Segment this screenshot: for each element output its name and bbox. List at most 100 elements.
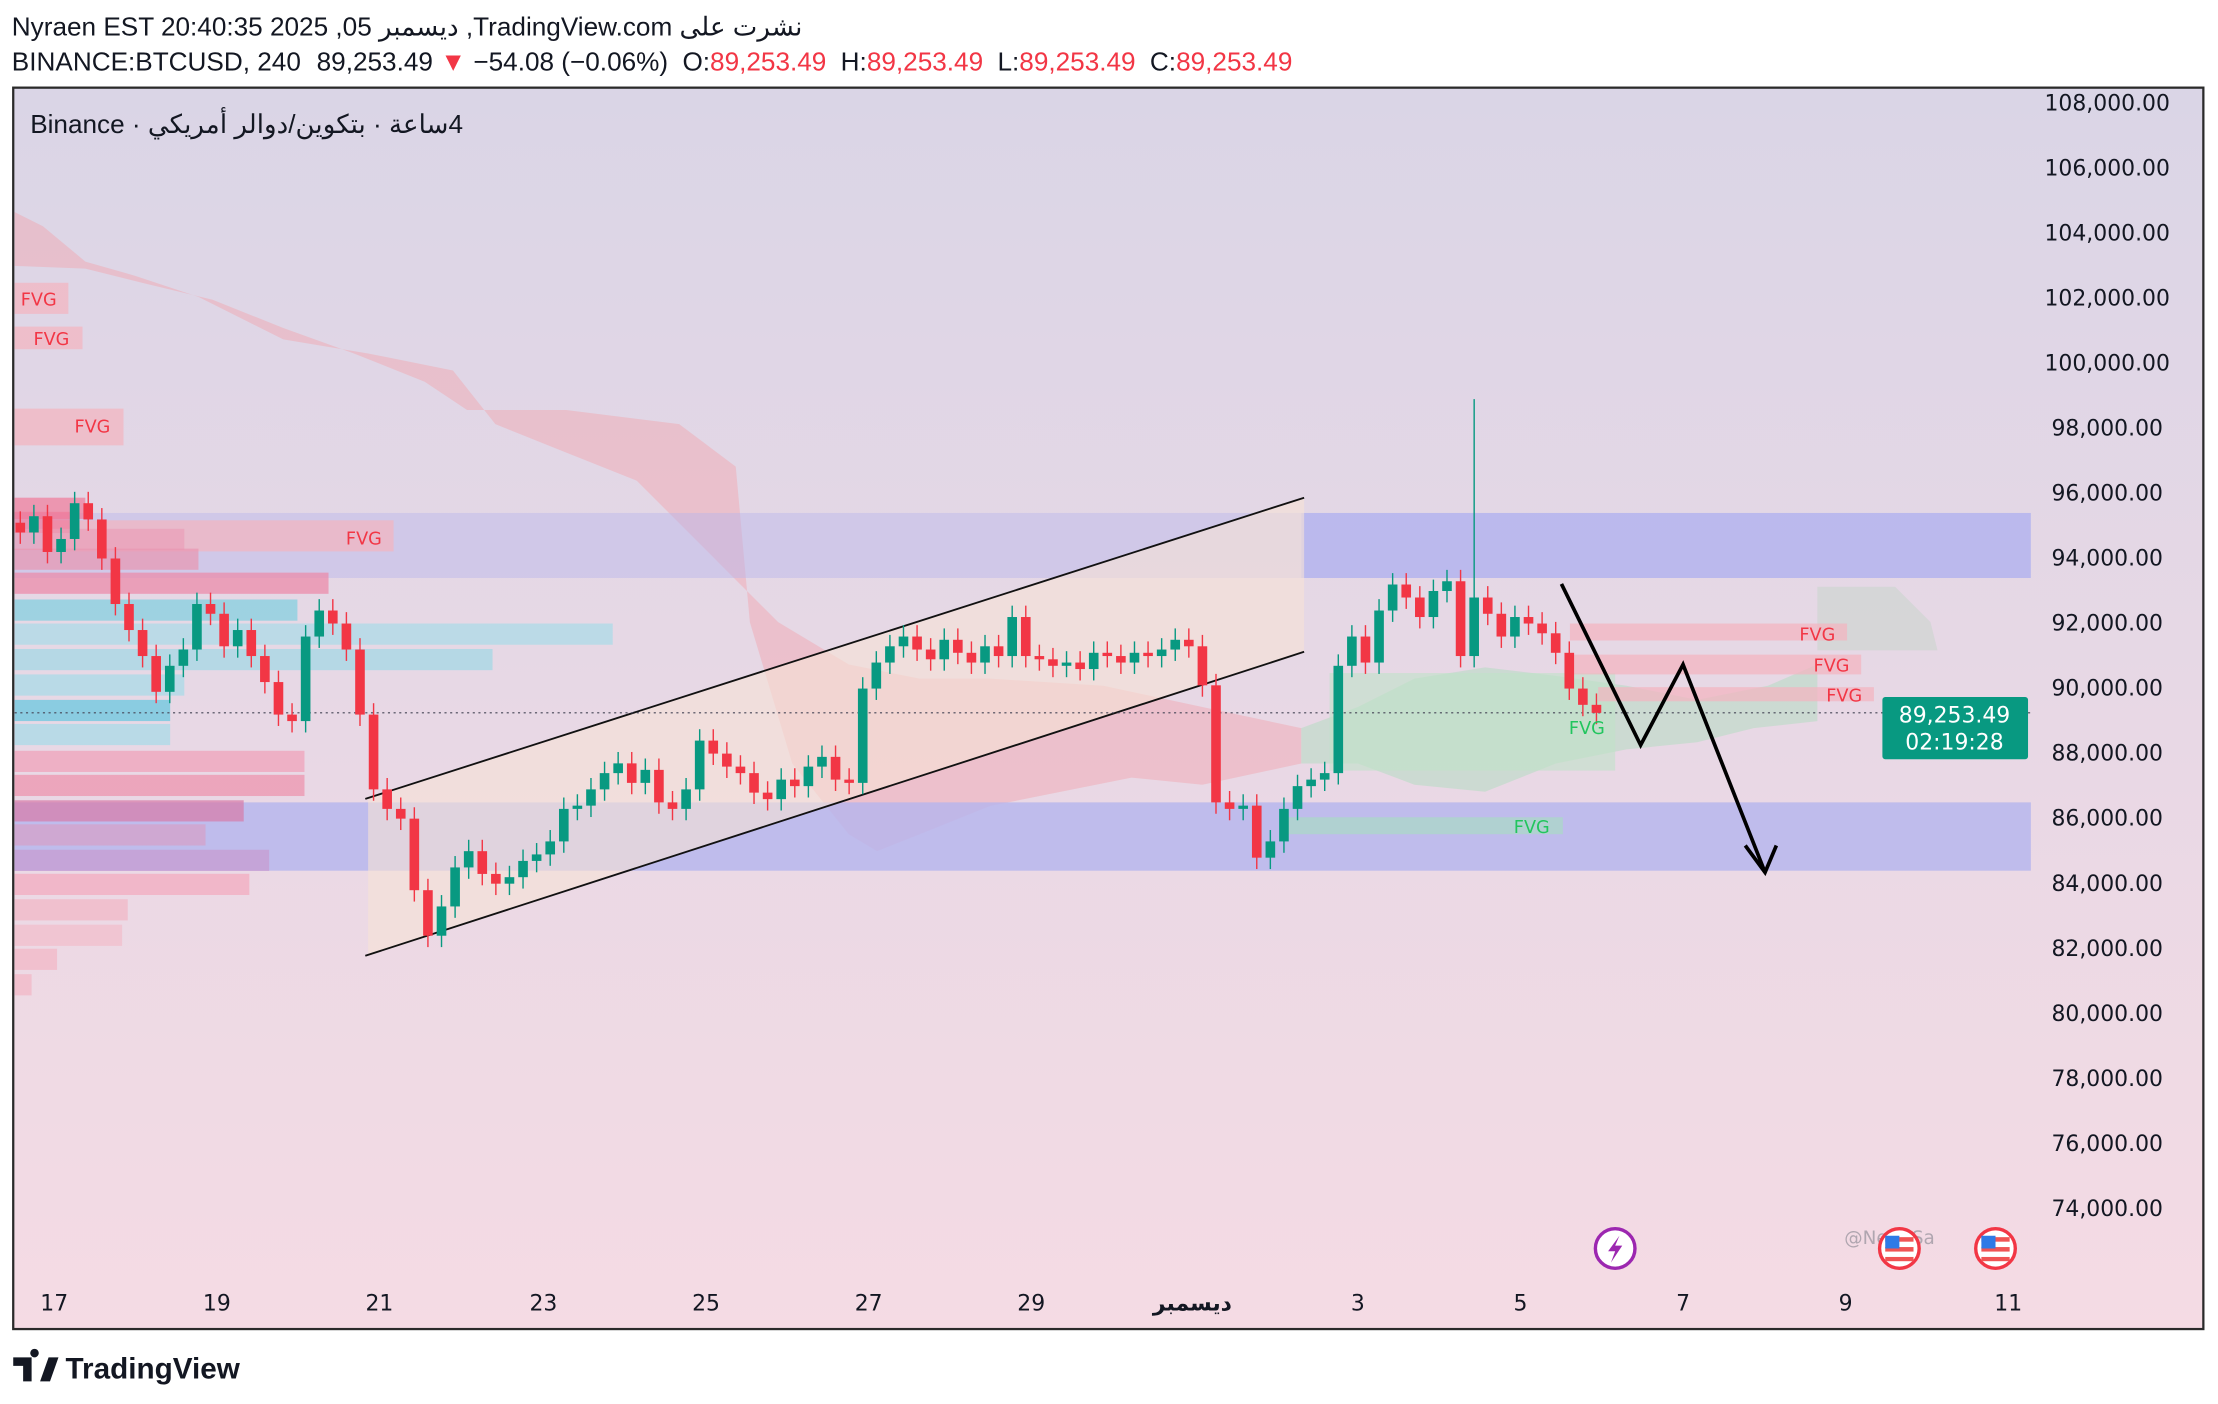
- candle-body: [1197, 646, 1208, 686]
- candle: [1238, 794, 1248, 821]
- volume-profile-bar: [14, 824, 206, 846]
- candle-body: [436, 906, 447, 936]
- bearish-fvg-zone: [14, 282, 69, 314]
- time-axis[interactable]: 17 19 21 23 25 27 29 ديسمبر 3 5 7 9 11: [40, 1292, 2022, 1317]
- candle-body: [15, 522, 26, 533]
- price-tick-label: 106,000.00: [2044, 156, 2169, 181]
- candle-body: [1279, 808, 1289, 842]
- candle: [912, 625, 922, 661]
- time-tick-label: 25: [692, 1292, 720, 1317]
- candle-body: [1415, 597, 1425, 618]
- candle: [246, 618, 257, 668]
- fvg-label-bearish: FVG: [1826, 686, 1862, 706]
- price-tick-label: 96,000.00: [2051, 482, 2163, 507]
- candle: [1034, 644, 1045, 671]
- candle-body: [1007, 617, 1017, 657]
- price-axis[interactable]: 108,000.00 106,000.00 104,000.00 102,000.00…: [2044, 91, 2169, 1222]
- open-value: 89,253.49: [710, 47, 826, 77]
- candle: [708, 729, 719, 765]
- candle: [1537, 612, 1547, 645]
- symbol: BINANCE:BTCUSD, 240: [12, 47, 301, 77]
- candle: [1020, 605, 1031, 668]
- open-label: O:: [682, 47, 710, 77]
- candle: [681, 777, 691, 821]
- candle-body: [491, 873, 501, 884]
- time-tick-label: 5: [1513, 1292, 1527, 1317]
- candle-body: [273, 682, 284, 715]
- candle-body: [518, 860, 528, 878]
- candle: [980, 634, 990, 674]
- candle-body: [1224, 802, 1235, 809]
- candle-body: [817, 756, 827, 767]
- candle: [1048, 647, 1058, 678]
- candle: [42, 504, 53, 564]
- lightning-event-icon[interactable]: [1593, 1226, 1637, 1270]
- candle: [572, 794, 583, 821]
- candle: [328, 599, 338, 635]
- candle-body: [341, 623, 352, 650]
- plot-area: FVG FVG FVG FVG FVG FVG FVG FVG FVG: [14, 212, 2031, 996]
- bearish-fvg-zone: [14, 408, 124, 446]
- bearish-fvg-zone: [14, 326, 83, 350]
- candle-body: [1469, 597, 1479, 657]
- candle-body: [409, 818, 420, 891]
- candle-body: [572, 805, 583, 809]
- candle: [273, 670, 284, 726]
- us-flag-event-icon[interactable]: [1877, 1226, 1921, 1270]
- candle-body: [1360, 636, 1371, 663]
- time-tick-label: 11: [1994, 1292, 2022, 1317]
- candle-body: [803, 766, 814, 787]
- candle: [667, 791, 678, 821]
- candle: [762, 781, 773, 811]
- candle: [1319, 761, 1330, 792]
- candle-body: [97, 519, 107, 559]
- volume-profile-bar: [14, 572, 329, 594]
- candle-body: [219, 613, 229, 647]
- candle-body: [56, 538, 66, 552]
- price-tick-label: 104,000.00: [2044, 221, 2169, 246]
- candle-body: [1374, 610, 1384, 663]
- candle: [1564, 641, 1575, 700]
- volume-profile-bar: [14, 948, 58, 970]
- fvg-label-bearish: FVG: [21, 290, 57, 310]
- candle-body: [1292, 786, 1303, 809]
- candle-body: [1102, 652, 1113, 657]
- candle-body: [178, 649, 189, 666]
- candle: [192, 592, 202, 661]
- price-change: −54.08 (−0.06%): [473, 47, 668, 77]
- tradingview-logo[interactable]: TradingView: [13, 1348, 241, 1386]
- fvg-label-bearish: FVG: [1814, 657, 1850, 677]
- volume-profile-bar: [14, 599, 298, 621]
- bullish-fvg-zone: [1280, 817, 1563, 835]
- candle-body: [993, 646, 1004, 657]
- us-flag-event-icon[interactable]: [1974, 1226, 2018, 1270]
- price-tick-label: 98,000.00: [2051, 416, 2163, 441]
- candle-body: [42, 516, 53, 552]
- fvg-label-bearish: FVG: [33, 330, 69, 350]
- volume-profile-bar: [14, 800, 244, 822]
- candle-body: [545, 841, 556, 855]
- close-value: 89,253.49: [1176, 47, 1292, 77]
- candle: [1184, 628, 1194, 658]
- candle-body: [654, 769, 664, 803]
- candle: [124, 592, 134, 642]
- current-price-tag: [1882, 697, 2029, 760]
- candle-body: [1564, 652, 1575, 689]
- candle: [1469, 399, 1479, 668]
- volume-profile-bar: [14, 849, 270, 871]
- candle: [450, 856, 460, 918]
- candle: [83, 491, 94, 531]
- candle: [1251, 794, 1262, 870]
- price-tick-label: 76,000.00: [2051, 1132, 2163, 1157]
- candle-body: [844, 779, 854, 783]
- candle: [491, 862, 501, 896]
- candle: [1156, 638, 1167, 668]
- candle-body: [749, 773, 759, 793]
- candle: [599, 761, 610, 801]
- candle-body: [871, 662, 882, 689]
- candle-body: [1333, 665, 1344, 774]
- candle-body: [735, 766, 746, 774]
- candle: [1415, 586, 1425, 629]
- candle-body: [1428, 591, 1439, 618]
